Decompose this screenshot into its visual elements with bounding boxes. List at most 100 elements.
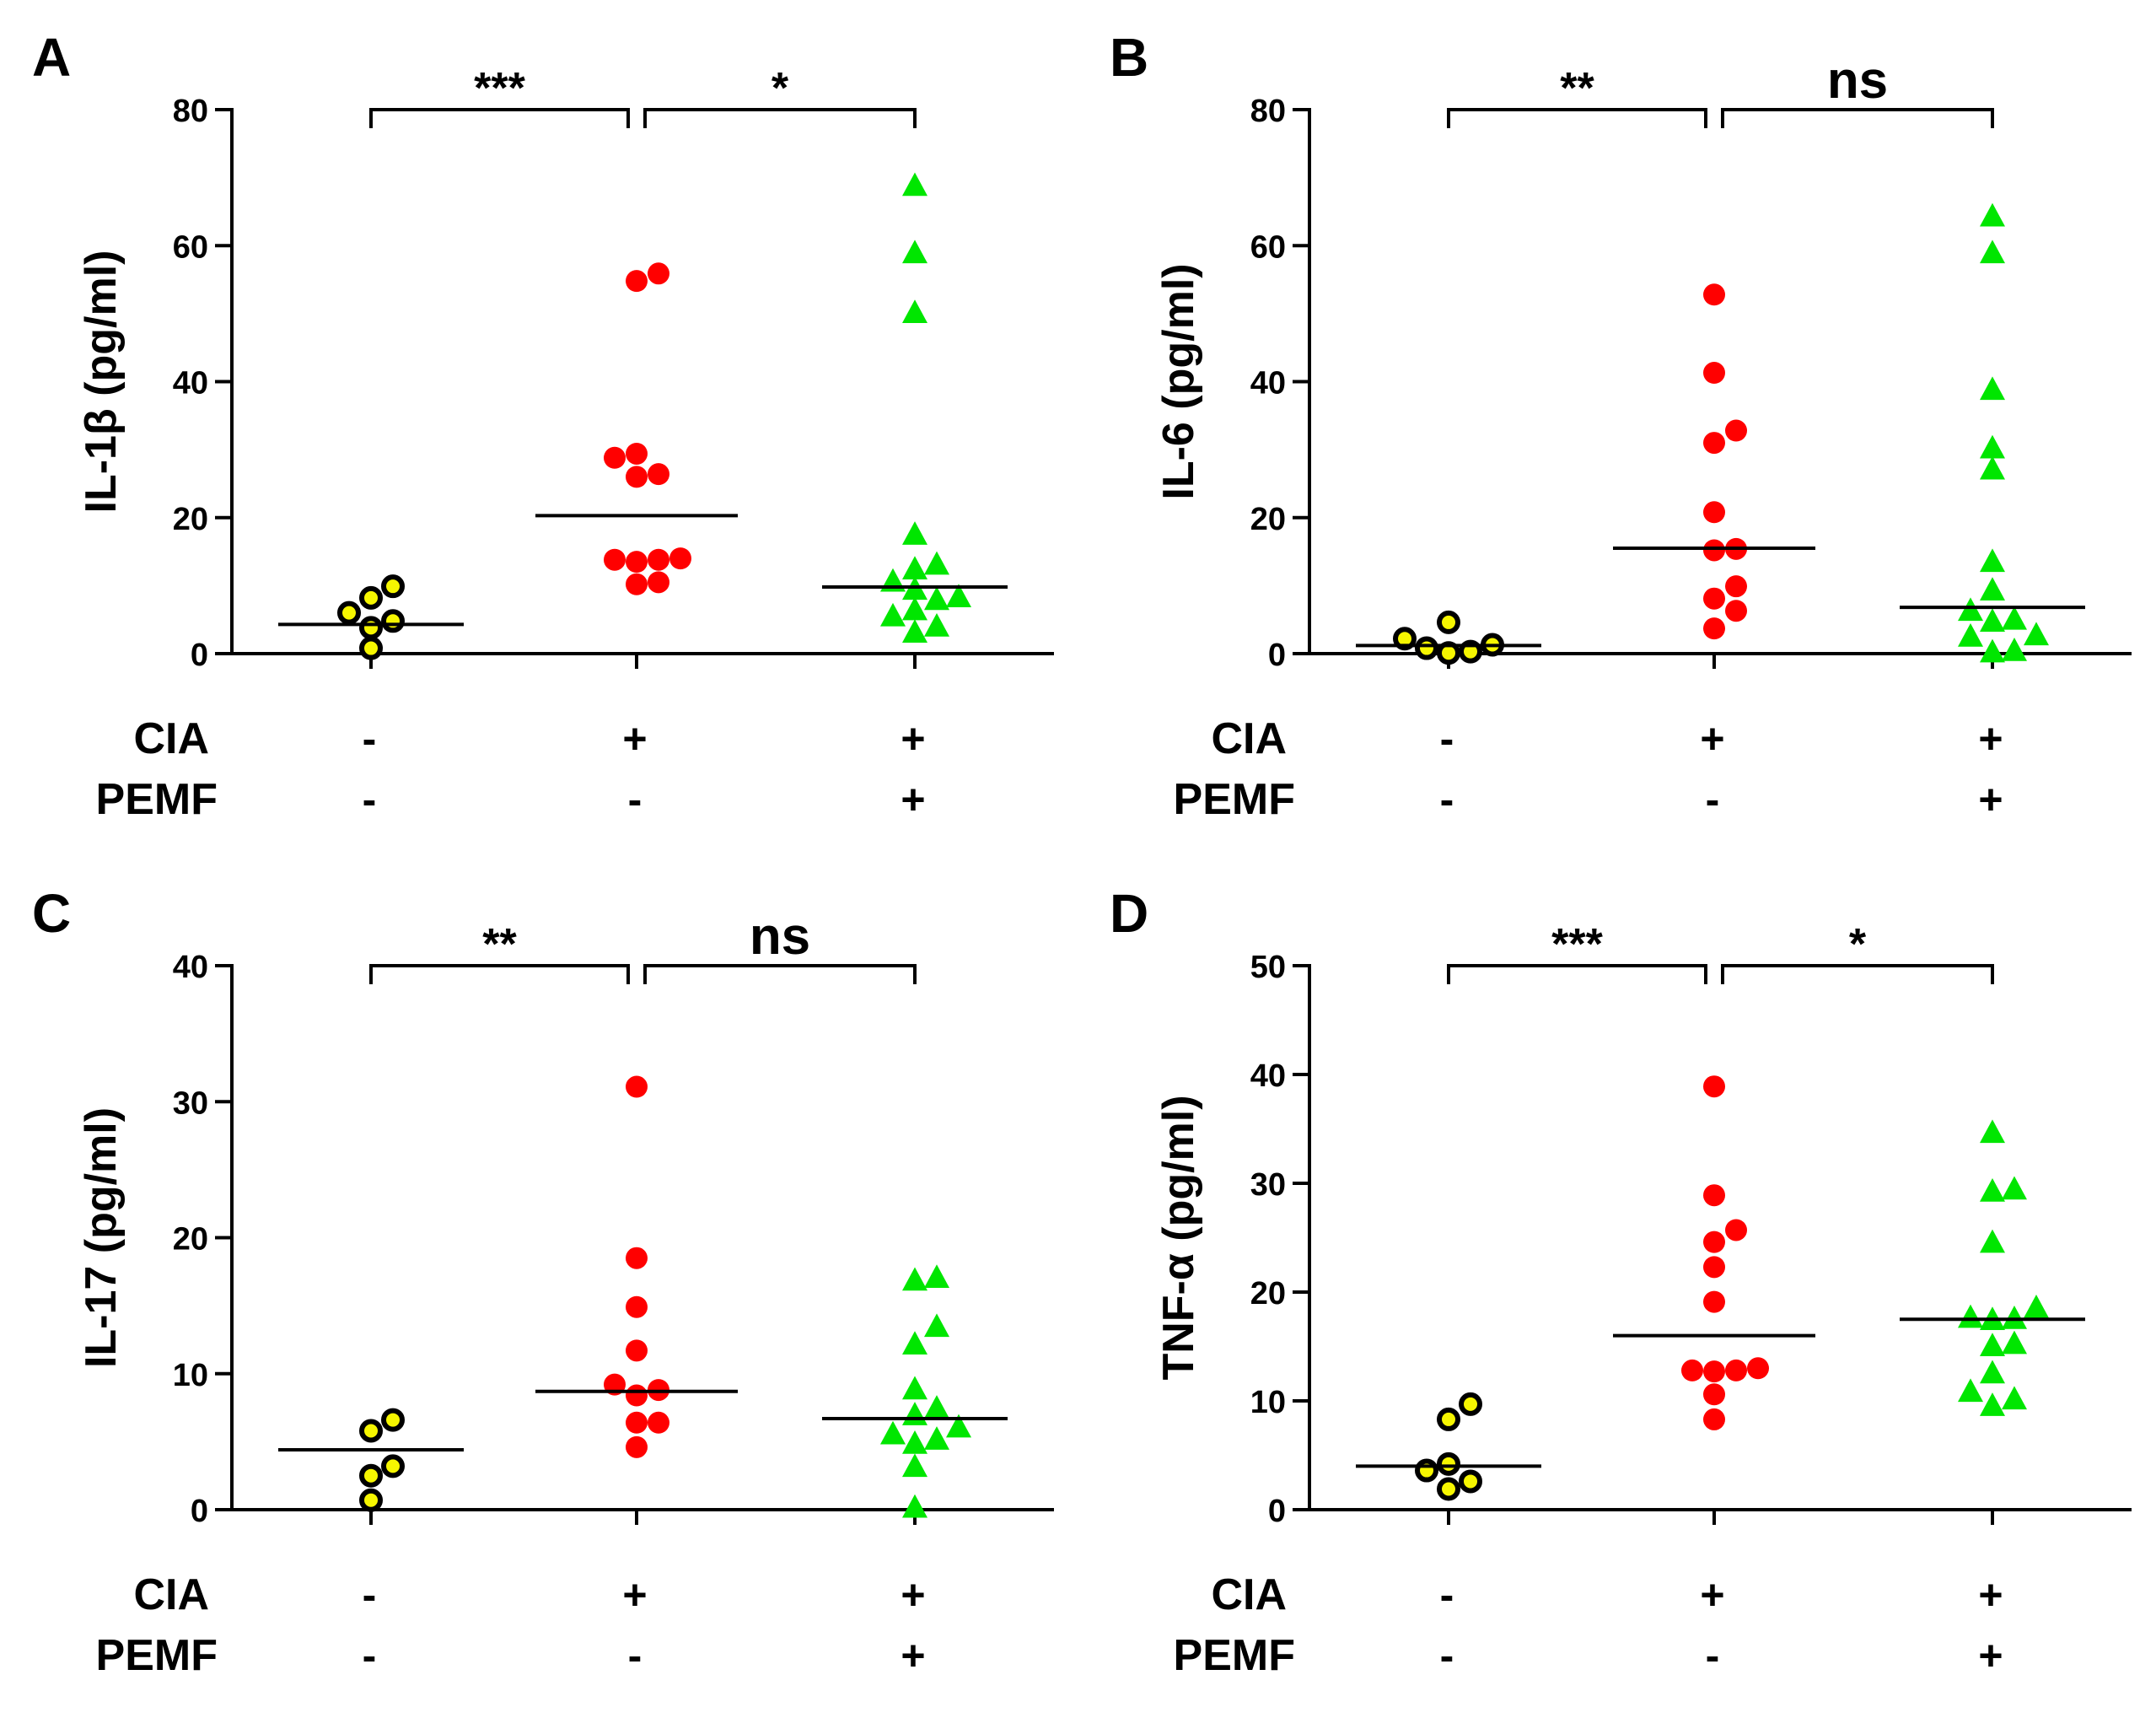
condition-sign: + <box>1978 776 2003 823</box>
point-cia-pemf <box>902 1267 927 1291</box>
point-control <box>359 585 383 610</box>
condition-sign: + <box>901 776 925 823</box>
significance-bracket <box>369 108 630 128</box>
y-tick-label: 40 <box>1250 1058 1286 1094</box>
y-tick-label: 40 <box>173 366 208 401</box>
panel-letter: C <box>32 883 71 944</box>
significance-bracket <box>1447 108 1707 128</box>
y-tick-label: 80 <box>173 94 208 129</box>
point-cia <box>1703 1408 1725 1430</box>
y-tick-label: 10 <box>1250 1385 1286 1420</box>
point-cia-pemf <box>2002 1176 2027 1200</box>
significance-label: * <box>772 64 789 113</box>
point-control <box>1393 627 1417 651</box>
point-cia-pemf <box>1980 202 2005 227</box>
point-control <box>1437 1407 1460 1431</box>
point-cia-pemf <box>880 602 906 627</box>
point-control <box>359 1463 383 1488</box>
point-cia <box>1703 617 1725 640</box>
condition-sign: - <box>1706 776 1720 823</box>
point-cia-pemf <box>946 584 971 608</box>
point-cia <box>648 262 669 285</box>
y-tick-label: 0 <box>1268 1494 1286 1529</box>
panel-letter: B <box>1110 27 1148 88</box>
point-cia-pemf <box>902 1402 927 1425</box>
significance-label: ns <box>1827 51 1888 110</box>
panel-letter: A <box>32 27 71 88</box>
y-tick-label: 60 <box>173 229 208 265</box>
point-cia <box>648 463 669 486</box>
point-cia <box>648 1411 669 1434</box>
point-cia <box>1703 432 1725 455</box>
point-cia-pemf <box>1980 1119 2005 1144</box>
y-axis-title: IL-17 (pg/ml) <box>77 1107 126 1368</box>
point-cia-pemf <box>924 1313 949 1338</box>
condition-row-label: CIA <box>133 714 209 763</box>
condition-sign: - <box>363 715 377 762</box>
point-cia-pemf <box>902 240 927 264</box>
point-control <box>381 1454 405 1478</box>
condition-sign: + <box>901 715 925 762</box>
point-control <box>1415 636 1438 660</box>
point-cia <box>648 571 669 594</box>
significance-label: *** <box>474 64 525 113</box>
significance-label: *** <box>1551 920 1603 969</box>
condition-sign: - <box>628 776 642 823</box>
panel-b: B IL-6 (pg/ml) 0 20 40 60 80 ** ns CIA - + + PEMF - - + <box>1110 27 2132 824</box>
condition-sign: - <box>1440 715 1454 762</box>
condition-sign: + <box>901 1571 925 1618</box>
significance-bracket <box>1721 964 1994 984</box>
point-cia-pemf <box>902 1494 927 1518</box>
point-cia <box>1725 1359 1747 1381</box>
point-cia-pemf <box>2002 637 2027 661</box>
y-tick-label: 20 <box>1250 1276 1286 1311</box>
point-cia-pemf <box>1980 455 2005 480</box>
panel-letter: D <box>1110 883 1148 944</box>
condition-row-label: PEMF <box>1174 775 1295 824</box>
significance-label: ** <box>1560 64 1594 113</box>
condition-sign: - <box>1440 1632 1454 1679</box>
significance-label: ** <box>482 920 517 969</box>
significance-bracket <box>1721 108 1994 128</box>
point-cia-pemf <box>902 1453 927 1478</box>
point-cia <box>1725 575 1747 598</box>
point-cia <box>626 270 648 293</box>
condition-sign: - <box>1706 1632 1720 1679</box>
y-tick-label: 80 <box>1250 94 1286 129</box>
condition-sign: + <box>1978 1571 2003 1618</box>
significance-label: ns <box>750 907 810 966</box>
point-control <box>1459 1469 1482 1494</box>
point-control <box>381 1408 405 1432</box>
point-cia-pemf <box>924 1395 949 1419</box>
point-cia <box>626 551 648 574</box>
condition-sign: - <box>363 1632 377 1679</box>
condition-row-label: PEMF <box>96 1631 218 1680</box>
point-cia-pemf <box>902 1331 927 1355</box>
y-tick-label: 10 <box>173 1358 208 1393</box>
significance-bracket <box>1447 964 1707 984</box>
point-cia <box>1725 1219 1747 1241</box>
condition-sign: - <box>628 1632 642 1679</box>
y-tick-label: 60 <box>1250 229 1286 265</box>
point-cia-pemf <box>902 596 927 621</box>
y-tick-label: 20 <box>173 1222 208 1258</box>
point-cia-pemf <box>1958 1378 1983 1403</box>
point-cia-pemf <box>1980 1360 2005 1384</box>
condition-sign: - <box>363 776 377 823</box>
y-axis-title: IL-1β (pg/ml) <box>77 250 126 514</box>
condition-sign: - <box>1440 776 1454 823</box>
point-control <box>359 1419 383 1443</box>
point-cia-pemf <box>924 1264 949 1289</box>
point-cia-pemf <box>924 612 949 637</box>
point-cia <box>626 442 648 465</box>
y-tick-label: 0 <box>191 1494 208 1529</box>
point-cia-pemf <box>2002 1305 2027 1329</box>
point-cia-pemf <box>2002 1330 2027 1354</box>
point-cia <box>626 1295 648 1318</box>
point-cia <box>626 1247 648 1269</box>
point-cia-pemf <box>1958 623 1983 647</box>
point-cia <box>1703 1075 1725 1098</box>
point-control <box>1437 610 1460 634</box>
point-cia-pemf <box>902 1376 927 1400</box>
